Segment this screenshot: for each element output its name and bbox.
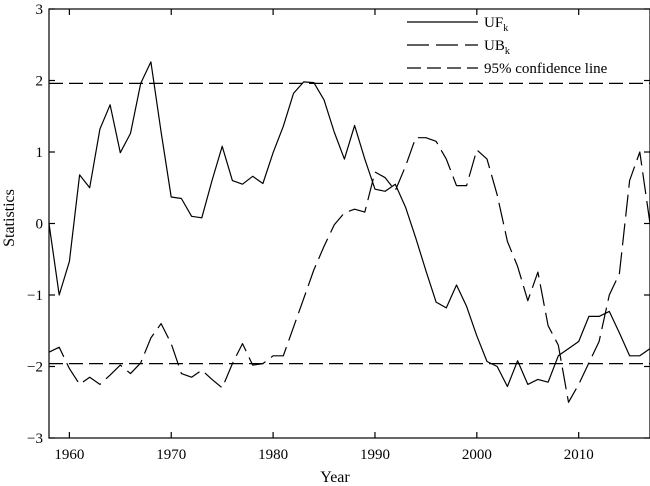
x-axis-title: Year: [320, 469, 350, 486]
y-tick-label-1: 1: [36, 145, 44, 161]
x-tick-label-2010: 2010: [564, 447, 594, 463]
legend-item-confidence: 95% confidence line: [407, 61, 608, 77]
confidence-lines: [49, 82, 650, 365]
x-tick-label-1970: 1970: [156, 447, 186, 463]
y-tick-label-0: 0: [36, 217, 44, 233]
x-tick-labels: 1960 1970 1980 1990 2000 2010: [54, 447, 593, 463]
legend-label-ufk: UFk: [484, 15, 508, 34]
x-tick-label-1980: 1980: [258, 447, 288, 463]
legend-label-ubk: UBk: [484, 38, 510, 57]
series-line-ufk: [48, 61, 650, 388]
y-tick-label--1: −1: [27, 288, 43, 304]
series-line-ubk: [48, 137, 650, 403]
legend-item-ufk: UFk: [407, 15, 508, 34]
y-axis-title: Statistics: [1, 189, 18, 247]
y-tick-label-3: 3: [36, 2, 44, 18]
y-tick-label-2: 2: [36, 74, 44, 90]
series-lines: [48, 61, 650, 403]
axis-ticks: [49, 8, 650, 439]
y-tick-labels: −3 −2 −1 0 1 2 3: [27, 2, 43, 447]
x-tick-label-1960: 1960: [54, 447, 84, 463]
y-tick-label--3: −3: [27, 431, 43, 447]
y-tick-label--2: −2: [27, 360, 43, 376]
legend-item-ubk: UBk: [407, 38, 510, 57]
x-tick-label-2000: 2000: [462, 447, 492, 463]
legend-label-confidence: 95% confidence line: [484, 61, 608, 77]
legend: UFk UBk 95% confidence line: [407, 15, 608, 77]
x-tick-label-1990: 1990: [360, 447, 390, 463]
